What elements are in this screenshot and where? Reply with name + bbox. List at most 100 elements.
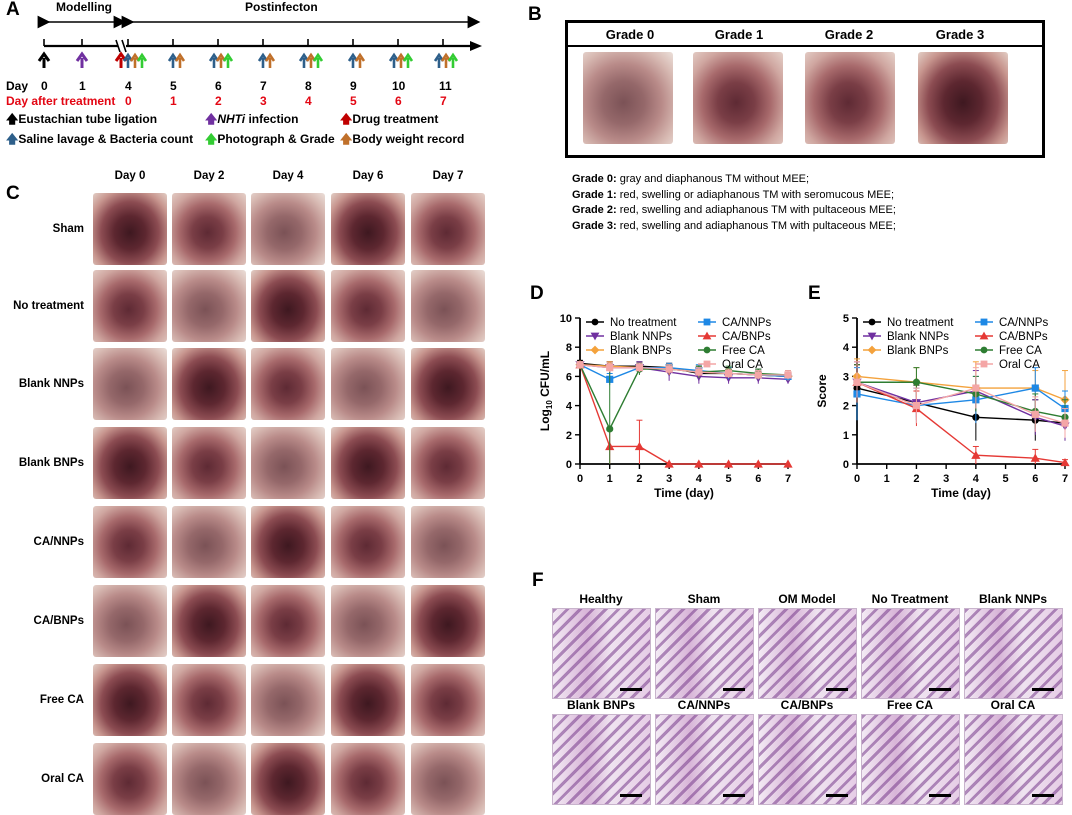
weight-legend-icon: 🡅	[340, 132, 353, 146]
col-label-day-0: Day 0	[114, 170, 146, 182]
ear-photo	[411, 506, 485, 578]
y-tick-label: 3	[843, 371, 849, 383]
ear-photo	[172, 270, 246, 342]
data-point	[694, 459, 704, 468]
treat-day-3: 3	[260, 94, 267, 108]
x-tick-label: 7	[1062, 473, 1068, 485]
ear-photo	[172, 193, 246, 265]
y-axis-label: Score	[815, 374, 829, 408]
col-label-day-2: Day 2	[193, 170, 225, 182]
histology-image	[552, 608, 651, 699]
scale-bar	[620, 794, 642, 797]
day-5: 5	[170, 79, 177, 93]
row-label-no-treatment: No treatment	[13, 300, 84, 312]
data-point	[1060, 457, 1070, 467]
data-point	[853, 378, 861, 386]
scale-bar	[929, 688, 951, 691]
panel-b-label: B	[528, 4, 542, 25]
col-label-day-7: Day 7	[432, 170, 464, 182]
legend-marker	[979, 331, 989, 340]
treat-day-1: 1	[170, 94, 177, 108]
legend-marker	[702, 331, 712, 340]
panel-c-label: C	[6, 183, 20, 204]
ear-photo	[172, 743, 246, 815]
ear-photo	[172, 585, 246, 657]
ear-photo	[251, 664, 325, 736]
x-tick-label: 0	[577, 473, 583, 485]
axis-break-2	[121, 39, 127, 53]
y-tick-label: 10	[560, 313, 572, 325]
data-point	[635, 364, 644, 372]
panel-d-label: D	[530, 283, 544, 304]
data-point	[971, 450, 981, 459]
data-point	[723, 459, 734, 468]
day-7: 7	[260, 79, 267, 93]
infection-arrow-icon	[75, 51, 89, 68]
histology-image	[861, 714, 960, 805]
data-point	[912, 402, 921, 410]
treat-day-7: 7	[440, 94, 447, 108]
data-point	[665, 365, 673, 373]
data-point	[634, 441, 645, 451]
ear-photo	[93, 506, 167, 578]
treatment-row-label: Day after treatment	[6, 94, 116, 108]
grade-1-description: Grade 1: red, swelling or adiaphanous TM…	[572, 188, 895, 201]
drug-legend-icon: 🡅	[340, 112, 353, 126]
histo-label-sham: Sham	[687, 592, 721, 606]
row-label-sham: Sham	[52, 223, 84, 235]
photo-legend-icon: 🡅	[205, 132, 218, 146]
legend-marker	[703, 360, 711, 368]
chart-e: 0 1 2 3 4 5 6 7 0 1 2 3 4 5 Time (day) Score No treatmen…	[815, 313, 1070, 500]
event-arrows	[37, 51, 459, 68]
ear-photo	[93, 743, 167, 815]
data-point	[724, 369, 733, 378]
ear-photo	[331, 664, 405, 736]
x-tick-label: 0	[854, 473, 860, 485]
y-label-main: Log	[538, 409, 552, 431]
x-tick-label: 4	[696, 473, 703, 485]
data-point	[783, 459, 793, 468]
y-tick-label: 2	[566, 430, 572, 442]
legend-marker	[980, 346, 988, 354]
ear-photo	[331, 427, 405, 499]
legend-entry-oral-ca: Oral CA	[999, 359, 1040, 371]
legend-entry-free-ca: Free CA	[722, 345, 765, 357]
y-tick-label: 4	[843, 342, 850, 354]
scale-bar	[620, 688, 642, 691]
x-tick-label: 4	[973, 473, 980, 485]
scale-bar	[723, 794, 745, 797]
ear-photo	[251, 743, 325, 815]
legend-entry-ca-nnps: CA/NNPs	[722, 317, 771, 329]
panel-f-label: F	[532, 570, 544, 591]
histo-label-oral-ca: Oral CA	[990, 698, 1036, 712]
data-point	[784, 371, 792, 379]
phase-modelling-label: Modelling	[56, 0, 112, 14]
data-point	[753, 459, 763, 468]
grade-1-photo	[693, 52, 783, 144]
ear-photo	[331, 585, 405, 657]
histo-label-free-ca: Free CA	[886, 698, 933, 712]
y-label-rest: CFU/mL	[538, 351, 552, 400]
phase-postinfection-label: Postinfecton	[245, 0, 318, 14]
axis-break-1	[115, 39, 121, 53]
ear-photo	[411, 664, 485, 736]
day-11: 11	[439, 79, 452, 93]
ear-photo	[93, 664, 167, 736]
grade-3-description: Grade 3: red, swelling and adiaphanous T…	[572, 219, 896, 232]
legend-ligation: 🡅Eustachian tube ligation	[6, 112, 158, 126]
data-point	[912, 378, 921, 386]
row-label-blank-bnps: Blank BNPs	[18, 457, 84, 469]
legend-marker	[868, 318, 876, 326]
ear-photo	[331, 743, 405, 815]
infection-legend-icon: 🡅	[205, 112, 218, 126]
col-label-day-6: Day 6	[352, 170, 384, 182]
x-axis-label: Time (day)	[654, 486, 714, 500]
histology-image	[861, 608, 960, 699]
panel-e-label: E	[808, 283, 821, 304]
legend-entry-no-treatment: No treatment	[610, 317, 677, 329]
histology-image	[758, 608, 857, 699]
series-line-oral-ca	[579, 364, 788, 376]
ear-photo	[172, 506, 246, 578]
ear-photo	[411, 427, 485, 499]
ear-photo	[411, 348, 485, 420]
